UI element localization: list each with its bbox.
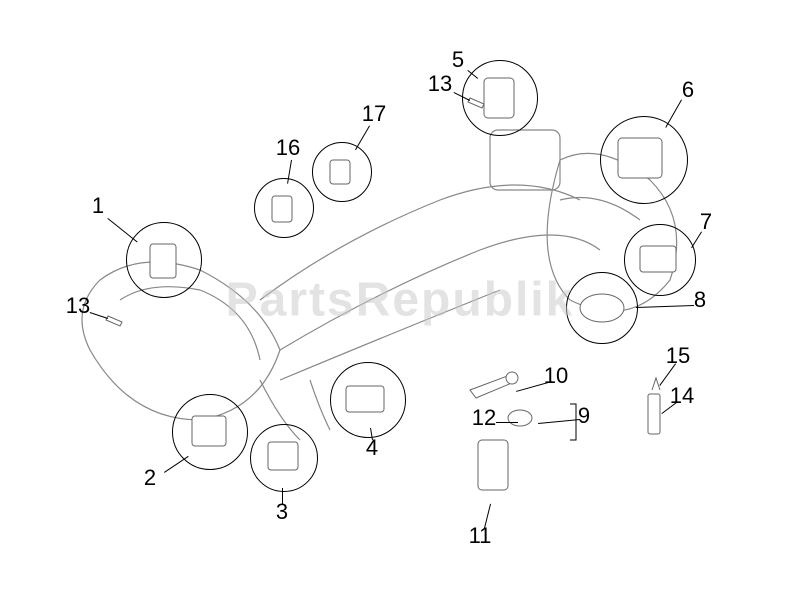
callout-number: 10 [544,363,568,389]
callout-circle [566,272,638,344]
callout-circle [254,178,314,238]
callout-label: 12 [472,406,496,430]
callout-circle [624,224,696,296]
callout-circle [462,60,538,136]
callout-label: 10 [544,364,568,388]
callout-label: 1 [86,194,110,218]
callout-number: 11 [469,523,492,549]
callout-number: 17 [362,101,386,127]
callout-number: 7 [700,209,712,235]
callout-number: 14 [670,383,694,409]
callout-number: 5 [452,47,464,73]
callout-label: 6 [676,78,700,102]
callout-number: 12 [472,405,496,431]
callout-label: 13 [428,72,452,96]
callout-circle [330,362,406,438]
callout-number: 2 [144,465,156,491]
callout-label: 13 [66,294,90,318]
callout-number: 3 [276,499,288,525]
callout-label: 17 [362,102,386,126]
callout-label: 9 [572,404,596,428]
callout-label: 3 [270,500,294,524]
callout-circle [312,142,372,202]
callout-label: 2 [138,466,162,490]
callout-number: 9 [578,403,590,429]
callout-number: 6 [682,77,694,103]
callout-label: 14 [670,384,694,408]
callout-label: 11 [468,524,492,548]
callout-number: 8 [694,287,706,313]
callout-label: 8 [688,288,712,312]
callout-number: 13 [66,293,90,319]
callout-circle [250,424,318,492]
callout-label: 4 [360,436,384,460]
callout-label: 7 [694,210,718,234]
leader-line [496,422,518,423]
callout-label: 5 [446,48,470,72]
callout-label: 16 [276,136,300,160]
callout-number: 16 [276,135,300,161]
callout-circle [172,394,248,470]
callout-number: 4 [366,435,378,461]
callout-circle [126,222,202,298]
callout-label: 15 [666,344,690,368]
callout-number: 15 [666,343,690,369]
callout-number: 1 [92,193,104,219]
parts-diagram: 123456789101112131314151617 [0,0,800,600]
callout-number: 13 [428,71,452,97]
callout-circle [600,116,688,204]
